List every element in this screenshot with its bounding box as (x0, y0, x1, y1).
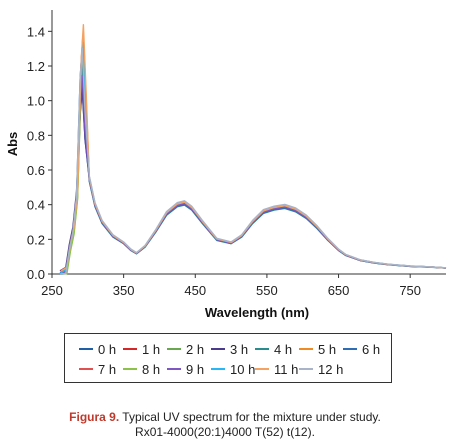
legend-swatch (299, 368, 313, 370)
legend-label: 2 h (186, 341, 205, 357)
x-axis-label: Wavelength (nm) (205, 305, 309, 320)
y-axis-label: Abs (5, 132, 20, 157)
legend-swatch (255, 348, 269, 350)
legend-item: 7 h (79, 360, 116, 378)
legend-label: 1 h (142, 341, 161, 357)
x-tick-label: 250 (41, 283, 63, 298)
x-tick-label: 750 (399, 283, 421, 298)
legend-label: 10 h (230, 361, 256, 377)
caption-line-1: Typical UV spectrum for the mixture unde… (122, 410, 381, 424)
series-line-11h (60, 24, 447, 272)
legend-swatch (167, 368, 181, 370)
series-line-12h (59, 47, 447, 275)
legend-label: 0 h (98, 341, 117, 357)
legend-item: 5 h (299, 340, 336, 358)
legend-label: 9 h (186, 361, 205, 377)
legend-label: 6 h (362, 341, 381, 357)
y-tick-label: 0.4 (27, 198, 45, 213)
x-tick-label: 450 (184, 283, 206, 298)
x-tick-label: 350 (113, 283, 135, 298)
legend-item: 8 h (123, 360, 160, 378)
series-line-9h (59, 74, 447, 275)
legend-swatch (255, 368, 269, 370)
tick-labels: 0.0 0.2 0.4 0.6 0.8 1.0 1.2 1.4 250 350 450 550 650 7… (27, 24, 421, 298)
legend-item: 10 h (211, 360, 255, 378)
legend-item: 9 h (167, 360, 204, 378)
legend-label: 11 h (274, 361, 299, 377)
legend-swatch (123, 348, 137, 350)
figure-caption: Figura 9. Typical UV spectrum for the mi… (0, 410, 450, 440)
legend-label: 12 h (318, 361, 344, 377)
legend-label: 3 h (230, 341, 249, 357)
series-line-5h (60, 31, 447, 275)
series-layer (59, 24, 447, 275)
legend-item: 6 h (343, 340, 380, 358)
y-tick-label: 1.4 (27, 24, 45, 39)
legend-swatch (167, 348, 181, 350)
y-tick-label: 1.0 (27, 94, 45, 109)
x-tick-label: 550 (256, 283, 278, 298)
legend-item: 0 h (79, 340, 116, 358)
series-line-4h (60, 64, 447, 275)
caption-line-2: Rx01-4000(20:1)4000 T(52) t(12). (135, 425, 315, 439)
y-tick-label: 0.6 (27, 163, 45, 178)
legend-item: 1 h (123, 340, 160, 358)
series-line-0h (59, 85, 447, 275)
y-tick-label: 0.8 (27, 128, 45, 143)
figure-label: Figura 9. (69, 410, 120, 424)
y-tick-label: 1.2 (27, 59, 45, 74)
series-line-7h (60, 36, 447, 272)
legend-swatch (123, 368, 137, 370)
series-line-3h (59, 88, 447, 272)
legend-label: 4 h (274, 341, 293, 357)
legend-swatch (343, 348, 357, 350)
chart-legend: 0 h 1 h 2 h 3 h 4 h 5 h 6 h 7 h 8 h 9 h 10 h 11 h 12… (64, 333, 392, 383)
legend-swatch (211, 348, 225, 350)
spectrum-chart: 0.0 0.2 0.4 0.6 0.8 1.0 1.2 1.4 250 350 450 550 650 7… (5, 10, 447, 320)
y-tick-label: 0.2 (27, 232, 45, 247)
legend-item: 12 h (299, 360, 343, 378)
legend-item: 3 h (211, 340, 248, 358)
legend-label: 8 h (142, 361, 161, 377)
series-line-1h (60, 66, 447, 275)
legend-item: 2 h (167, 340, 204, 358)
legend-item: 11 h (255, 360, 298, 378)
legend-item: 4 h (255, 340, 292, 358)
y-tick-label: 0.0 (27, 267, 45, 282)
axes-layer (48, 10, 446, 278)
legend-label: 5 h (318, 341, 337, 357)
legend-swatch (79, 368, 93, 370)
legend-swatch (211, 368, 225, 370)
legend-swatch (79, 348, 93, 350)
legend-label: 7 h (98, 361, 117, 377)
x-tick-label: 650 (328, 283, 350, 298)
legend-swatch (299, 348, 313, 350)
